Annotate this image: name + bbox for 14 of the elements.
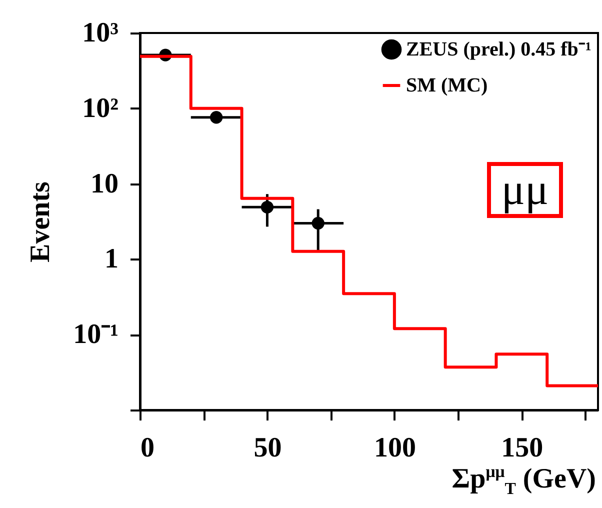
x-tick-label: 100 [374, 432, 416, 464]
y-tick-label: 10² [82, 92, 118, 124]
y-tick-label: 10⁻¹ [73, 319, 118, 350]
legend-label: ZEUS (prel.) 0.45 fb⁻¹ [406, 38, 592, 60]
y-tick-label: 10 [90, 168, 118, 200]
y-tick-label: 1 [104, 244, 118, 275]
annotation: μμ [487, 162, 563, 218]
x-tick-label: 150 [501, 432, 544, 464]
y-tick-label: 10³ [82, 18, 118, 48]
x-axis-title: Σp$^{μμ}$$_{T}$ (GeV) [452, 462, 596, 499]
legend-label: SM (MC) [406, 74, 488, 96]
x-tick-label: 0 [140, 432, 154, 464]
y-axis-title: Events [25, 181, 56, 262]
x-tick-label: 50 [254, 432, 282, 464]
